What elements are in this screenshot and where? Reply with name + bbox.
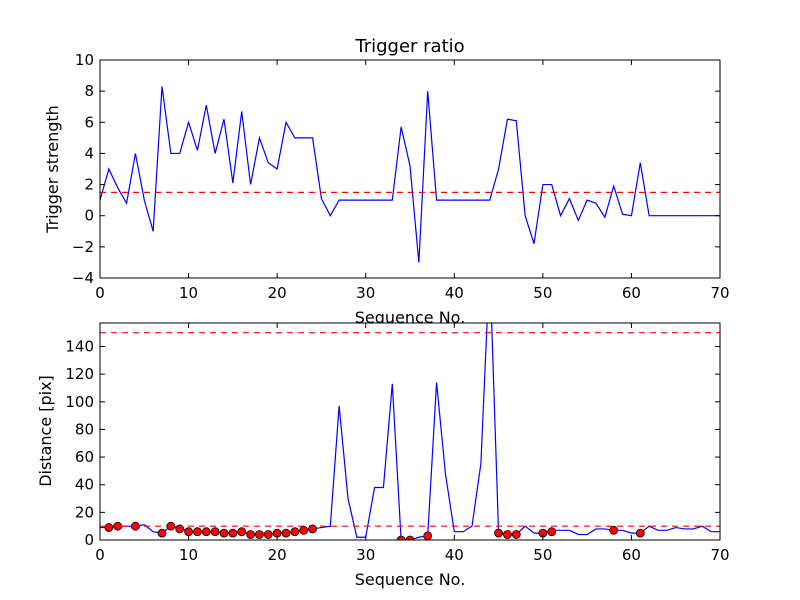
bottom-y-tick-label: 100 bbox=[65, 393, 94, 411]
top-y-tick-label: 2 bbox=[84, 176, 94, 194]
bottom-x-tick-label: 10 bbox=[179, 546, 198, 564]
bottom-series-group bbox=[100, 323, 720, 540]
bottom-y-tick-label: 0 bbox=[84, 531, 94, 549]
top-chart-panel: 0 10 20 30 40 50 60 70 −4 −2 0 2 4 6 8 10 Trigger ratio… bbox=[43, 36, 730, 327]
top-x-tick-label: 20 bbox=[268, 284, 287, 302]
bottom-marker-point bbox=[635, 528, 645, 538]
bottom-x-tick-label: 40 bbox=[445, 546, 464, 564]
top-x-tick-label: 50 bbox=[533, 284, 552, 302]
top-x-tick-label: 40 bbox=[445, 284, 464, 302]
bottom-marker-point bbox=[281, 528, 291, 538]
bottom-marker-point bbox=[511, 530, 521, 539]
bottom-marker-point bbox=[299, 525, 309, 535]
bottom-marker-point bbox=[201, 527, 211, 537]
bottom-ticks-group: 0 10 20 30 40 50 60 70 0 20 40 60 80 100 120 140 bbox=[65, 323, 730, 564]
bottom-y-tick-label: 120 bbox=[65, 365, 94, 383]
bottom-marker-point bbox=[308, 524, 317, 534]
bottom-x-tick-label: 0 bbox=[95, 546, 105, 564]
bottom-marker-point bbox=[263, 530, 273, 539]
bottom-marker-point bbox=[166, 521, 176, 531]
top-ticks-group: 0 10 20 30 40 50 60 70 −4 −2 0 2 4 6 8 10 bbox=[72, 51, 730, 302]
bottom-marker-point bbox=[193, 527, 202, 537]
bottom-plot-background bbox=[100, 323, 720, 540]
bottom-chart-panel: 0 10 20 30 40 50 60 70 0 20 40 60 80 100 120 140 Sequen… bbox=[36, 322, 730, 589]
top-x-tick-label: 70 bbox=[710, 284, 729, 302]
bottom-plot-frame bbox=[99, 322, 721, 541]
top-series-line-0 bbox=[100, 86, 720, 263]
top-y-tick-label: 6 bbox=[84, 113, 94, 131]
bottom-marker-point bbox=[237, 527, 247, 537]
bottom-marker-point bbox=[609, 525, 619, 535]
bottom-y-tick-label: 60 bbox=[75, 448, 94, 466]
bottom-marker-point bbox=[494, 528, 503, 538]
bottom-x-axis-label: Sequence No. bbox=[355, 570, 466, 589]
bottom-marker-point bbox=[405, 535, 415, 540]
top-x-tick-label: 60 bbox=[622, 284, 641, 302]
bottom-marker-point bbox=[210, 527, 220, 537]
bottom-x-tick-label: 50 bbox=[533, 546, 552, 564]
bottom-marker-point bbox=[219, 528, 229, 538]
bottom-marker-point bbox=[423, 531, 433, 540]
top-x-axis-label: Sequence No. bbox=[355, 308, 466, 327]
bottom-marker-point bbox=[396, 535, 406, 540]
top-y-axis-label: Trigger strength bbox=[43, 105, 62, 234]
bottom-y-tick-label: 40 bbox=[75, 476, 94, 494]
bottom-marker-point bbox=[246, 530, 255, 539]
top-y-tick-label: 10 bbox=[75, 51, 94, 69]
bottom-marker-point bbox=[131, 521, 140, 531]
top-y-tick-label: −2 bbox=[72, 238, 94, 256]
bottom-y-tick-label: 80 bbox=[75, 420, 94, 438]
bottom-marker-point bbox=[175, 524, 185, 534]
top-y-tick-label: 4 bbox=[84, 144, 94, 162]
bottom-x-tick-label: 60 bbox=[622, 546, 641, 564]
bottom-x-tick-label: 20 bbox=[268, 546, 287, 564]
bottom-marker-point bbox=[228, 528, 238, 538]
bottom-marker-point bbox=[157, 528, 167, 538]
top-plot-frame bbox=[99, 59, 721, 279]
bottom-marker-point bbox=[290, 527, 300, 537]
top-x-tick-label: 30 bbox=[356, 284, 375, 302]
top-y-tick-label: −4 bbox=[72, 269, 94, 287]
bottom-marker-point bbox=[503, 530, 512, 539]
top-series-group bbox=[100, 86, 720, 263]
bottom-y-axis-label: Distance [pix] bbox=[36, 375, 55, 487]
bottom-y-tick-label: 20 bbox=[75, 503, 94, 521]
bottom-marker-point bbox=[104, 523, 114, 532]
bottom-y-tick-label: 140 bbox=[65, 337, 94, 355]
top-x-tick-label: 0 bbox=[95, 284, 105, 302]
top-y-tick-label: 0 bbox=[84, 207, 94, 225]
bottom-marker-point bbox=[255, 530, 264, 539]
top-y-tick-label: 8 bbox=[84, 82, 94, 100]
top-chart-title: Trigger ratio bbox=[354, 36, 464, 57]
bottom-marker-point bbox=[547, 527, 557, 537]
bottom-marker-point bbox=[184, 527, 193, 537]
bottom-x-tick-label: 70 bbox=[710, 546, 729, 564]
top-x-tick-label: 10 bbox=[179, 284, 198, 302]
bottom-x-tick-label: 30 bbox=[356, 546, 375, 564]
bottom-marker-point bbox=[113, 521, 123, 531]
